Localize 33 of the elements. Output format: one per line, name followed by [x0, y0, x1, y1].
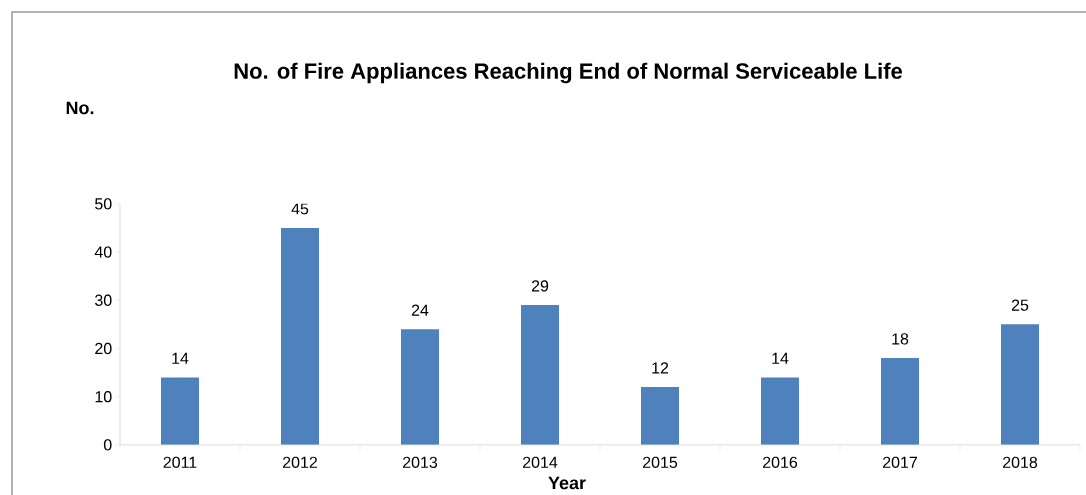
x-tick-label: 2016 — [763, 456, 798, 468]
chart-title: No. of Fire Appliances Reaching End of Normal Serviceable Life — [234, 62, 903, 84]
bar — [161, 377, 199, 445]
data-label: 29 — [531, 280, 549, 292]
bar — [761, 377, 800, 445]
x-tick-label: 2018 — [1003, 456, 1038, 468]
y-tick-label: 20 — [95, 342, 112, 355]
bar — [281, 227, 320, 445]
data-label: 14 — [172, 352, 189, 364]
x-tick-label: 2015 — [643, 456, 678, 468]
x-axis-title: Year — [548, 476, 586, 490]
y-tick-label: 50 — [95, 198, 112, 210]
x-tick-label: 2017 — [883, 456, 917, 468]
x-tick-label: 2011 — [163, 456, 197, 468]
bar — [401, 329, 439, 445]
x-tick-label: 2013 — [403, 456, 438, 468]
data-label: 25 — [1011, 299, 1029, 311]
y-axis-title: No. — [66, 101, 94, 115]
data-label: 24 — [411, 304, 429, 316]
data-label: 12 — [652, 362, 669, 374]
x-tick-label: 2012 — [283, 456, 317, 468]
y-tick-label: 30 — [95, 294, 112, 306]
x-tick-label: 2014 — [523, 456, 558, 468]
bar — [1001, 324, 1040, 445]
data-label: 45 — [291, 203, 309, 215]
y-tick-label: 0 — [103, 439, 112, 451]
y-tick-label: 10 — [95, 391, 112, 403]
bar — [881, 358, 920, 445]
bar — [641, 387, 680, 445]
y-tick-label: 40 — [94, 246, 112, 258]
data-label: 14 — [772, 352, 789, 364]
bar — [521, 305, 560, 445]
data-label: 18 — [892, 333, 909, 345]
